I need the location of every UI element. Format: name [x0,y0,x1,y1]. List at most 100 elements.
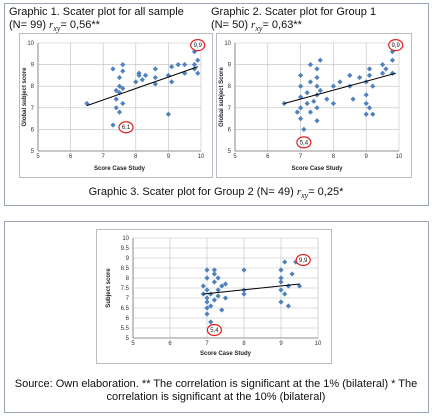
chart2-data-point [370,83,376,89]
chart1-annotation-circle [118,121,134,134]
chart3-data-point [200,291,206,297]
chart1-annotation-circle [190,39,206,52]
chart3-data-point [215,287,221,293]
chart1-y-tick-label: 9 [31,63,35,69]
chart3-data-point [204,305,210,311]
graphic2-title-text: Graphic 2. Scater plot for Group 1 [211,6,377,18]
chart1-x-tick-label: 7 [102,154,106,160]
chart2-x-tick-label: 8 [332,154,336,160]
chart2-data-point [350,96,356,102]
graphic3-r-symbol: rxy [296,186,309,201]
chart3-y-tick-label: 8 [126,276,130,282]
chart2-data-point [307,109,314,115]
chart2-data-point [294,109,300,115]
chart2-data-point [311,98,317,104]
chart1-annotation-label: 9,9 [194,43,203,49]
chart2-data-point [298,94,304,100]
chart2-data-point [363,111,369,117]
chart2-data-point [389,57,396,63]
chart3-data-point [208,291,214,297]
chart1-data-point [165,111,171,117]
chart2-x-tick-label: 10 [396,154,403,160]
chart2-data-point [301,126,307,132]
graphic2-r-value: = 0,63** [262,19,302,31]
chart2-data-point [298,83,304,89]
chart1-y-tick-label: 5 [31,149,35,155]
chart3-data-point [204,275,210,281]
chart2-x-tick-label: 7 [299,154,303,160]
chart3-trendline [203,283,300,295]
chart3-data-point [204,299,210,305]
chart1-data-point [142,72,149,78]
chart3-y-tick-label: 5.5 [121,326,130,332]
graphic2-plot-area [216,33,412,178]
chart1-data-point [191,66,198,72]
chart3-data-point [222,281,229,287]
chart3-data-point [215,275,221,281]
chart1-data-point [120,85,126,91]
chart2-data-point [380,62,386,68]
chart2-data-point [363,92,369,98]
graphic3-r-value: = 0,25* [308,186,344,198]
graphic3-plot-area [96,229,332,364]
chart3-data-point [241,267,247,273]
graphic1-title-text: Graphic 1. Scater plot for all sample [9,6,184,18]
chart1-data-point [195,57,201,63]
chart2-data-point [370,111,376,117]
chart3-x-tick-label: 10 [315,341,322,347]
chart3-data-point [289,271,295,277]
chart3-data-point [285,303,291,309]
chart2-x-tick-label: 9 [365,154,369,160]
chart3-annotation-circle [295,253,311,267]
chart1-annotation-label: 6,1 [122,125,131,131]
chart3-y-tick-label: 8.5 [121,266,130,272]
chart2-annotation-circle [296,136,312,149]
chart1-y-tick-label: 7 [31,106,35,112]
chart1-data-point [120,68,126,74]
chart1-data-point [191,62,198,68]
chart2-data-point [380,70,386,76]
chart2-trendline [284,72,396,104]
chart1-data-point [139,77,145,83]
chart1-data-point [120,62,126,68]
chart2-data-point [347,72,353,78]
chart1-x-tick-label: 8 [134,154,138,160]
chart3-y-axis-label: Subject score [106,268,112,308]
graphic2-r-symbol: rxy [251,19,263,34]
chart3-data-point [278,267,284,273]
chart2-data-point [314,118,320,124]
chart3-y-tick-label: 6 [126,316,130,322]
chart2-data-point [307,79,314,85]
chart1-x-tick-label: 10 [198,154,205,160]
chart1-data-point [169,64,175,70]
chart1-x-tick-label: 5 [36,154,40,160]
chart3-y-tick-label: 7.5 [121,286,130,292]
chart1-data-point [113,96,119,102]
chart3-data-point [208,319,214,325]
chart2-x-axis-label: Score Case Study [291,166,343,172]
chart3-data-point [211,297,217,303]
chart2-data-point [337,79,343,85]
chart2-data-point [298,116,304,122]
chart3-data-point [282,259,288,265]
chart3-y-tick-label: 9.5 [121,246,130,252]
chart3-annotation-circle [206,323,222,337]
chart3-data-point [200,283,206,289]
chart2-data-point [317,57,323,63]
chart3-data-point [219,307,225,313]
graphic1-n: (N= 99) [9,19,50,31]
graphic3-heading: Graphic 3. Scater plot for Group 2 (N= 4… [0,186,432,202]
chart3-x-axis-label: Score Case Study [200,351,252,357]
graphic2-stats: (N= 50) rxy= 0,63** [211,19,376,35]
chart3-y-tick-label: 5 [126,336,130,342]
chart1-data-point [136,70,142,76]
chart1-x-tick-label: 9 [167,154,171,160]
chart1-data-point [116,83,123,89]
source-note: Source: Own elaboration. ** The correlat… [14,378,418,403]
graphic1-r-symbol: rxy [49,19,61,34]
chart3-data-point [204,311,210,317]
chart3-data-point [211,271,217,277]
chart2-data-point [314,105,320,111]
chart3-x-tick-label: 9 [279,341,283,347]
chart2-data-point [304,90,310,96]
